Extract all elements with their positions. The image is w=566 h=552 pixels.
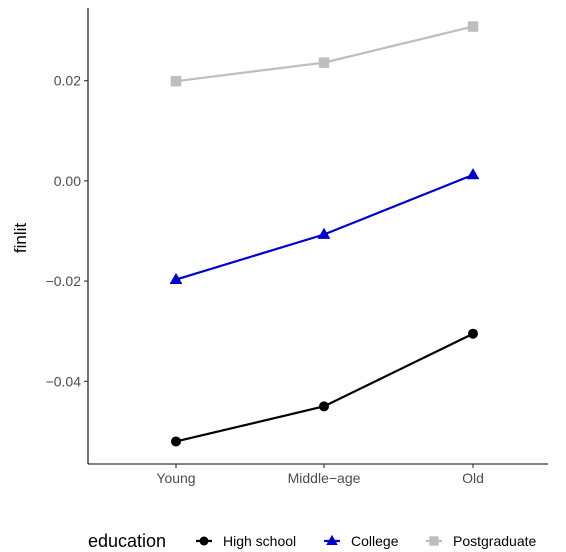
legend-title: education — [88, 531, 166, 551]
legend-label-college: College — [351, 533, 399, 549]
y-tick-label: −0.02 — [46, 273, 82, 289]
y-tick-label: 0.02 — [54, 73, 81, 89]
data-point-postgraduate — [467, 21, 479, 32]
data-point-college — [169, 272, 183, 284]
series-line-high-school — [175, 332, 474, 443]
data-point-high-school — [171, 436, 181, 447]
data-point-postgraduate — [170, 75, 182, 87]
y-tick-label: 0.00 — [54, 173, 81, 189]
series-line-postgraduate — [175, 25, 474, 83]
x-tick-label: Young — [156, 470, 195, 486]
plot-area: −0.04 −0.02 0.00 0.02 Young Middle−age Old — [46, 8, 548, 486]
legend-key-postgraduate — [429, 536, 439, 546]
legend-key-high-school — [199, 536, 209, 546]
x-tick-label: Old — [462, 470, 484, 486]
data-point-high-school — [468, 328, 478, 339]
legend: education High school College Postgraduate — [88, 531, 536, 551]
data-point-college — [317, 227, 331, 239]
y-tick-label: −0.04 — [46, 373, 82, 389]
data-point-postgraduate — [318, 57, 330, 68]
legend-key-college — [326, 534, 338, 545]
x-tick-label: Middle−age — [288, 470, 361, 486]
y-axis-title: finlit — [11, 223, 30, 254]
series-line-college — [175, 173, 474, 281]
legend-label-high-school: High school — [223, 533, 296, 549]
data-point-high-school — [319, 401, 329, 412]
data-point-college — [466, 168, 480, 180]
legend-label-postgraduate: Postgraduate — [453, 533, 536, 549]
